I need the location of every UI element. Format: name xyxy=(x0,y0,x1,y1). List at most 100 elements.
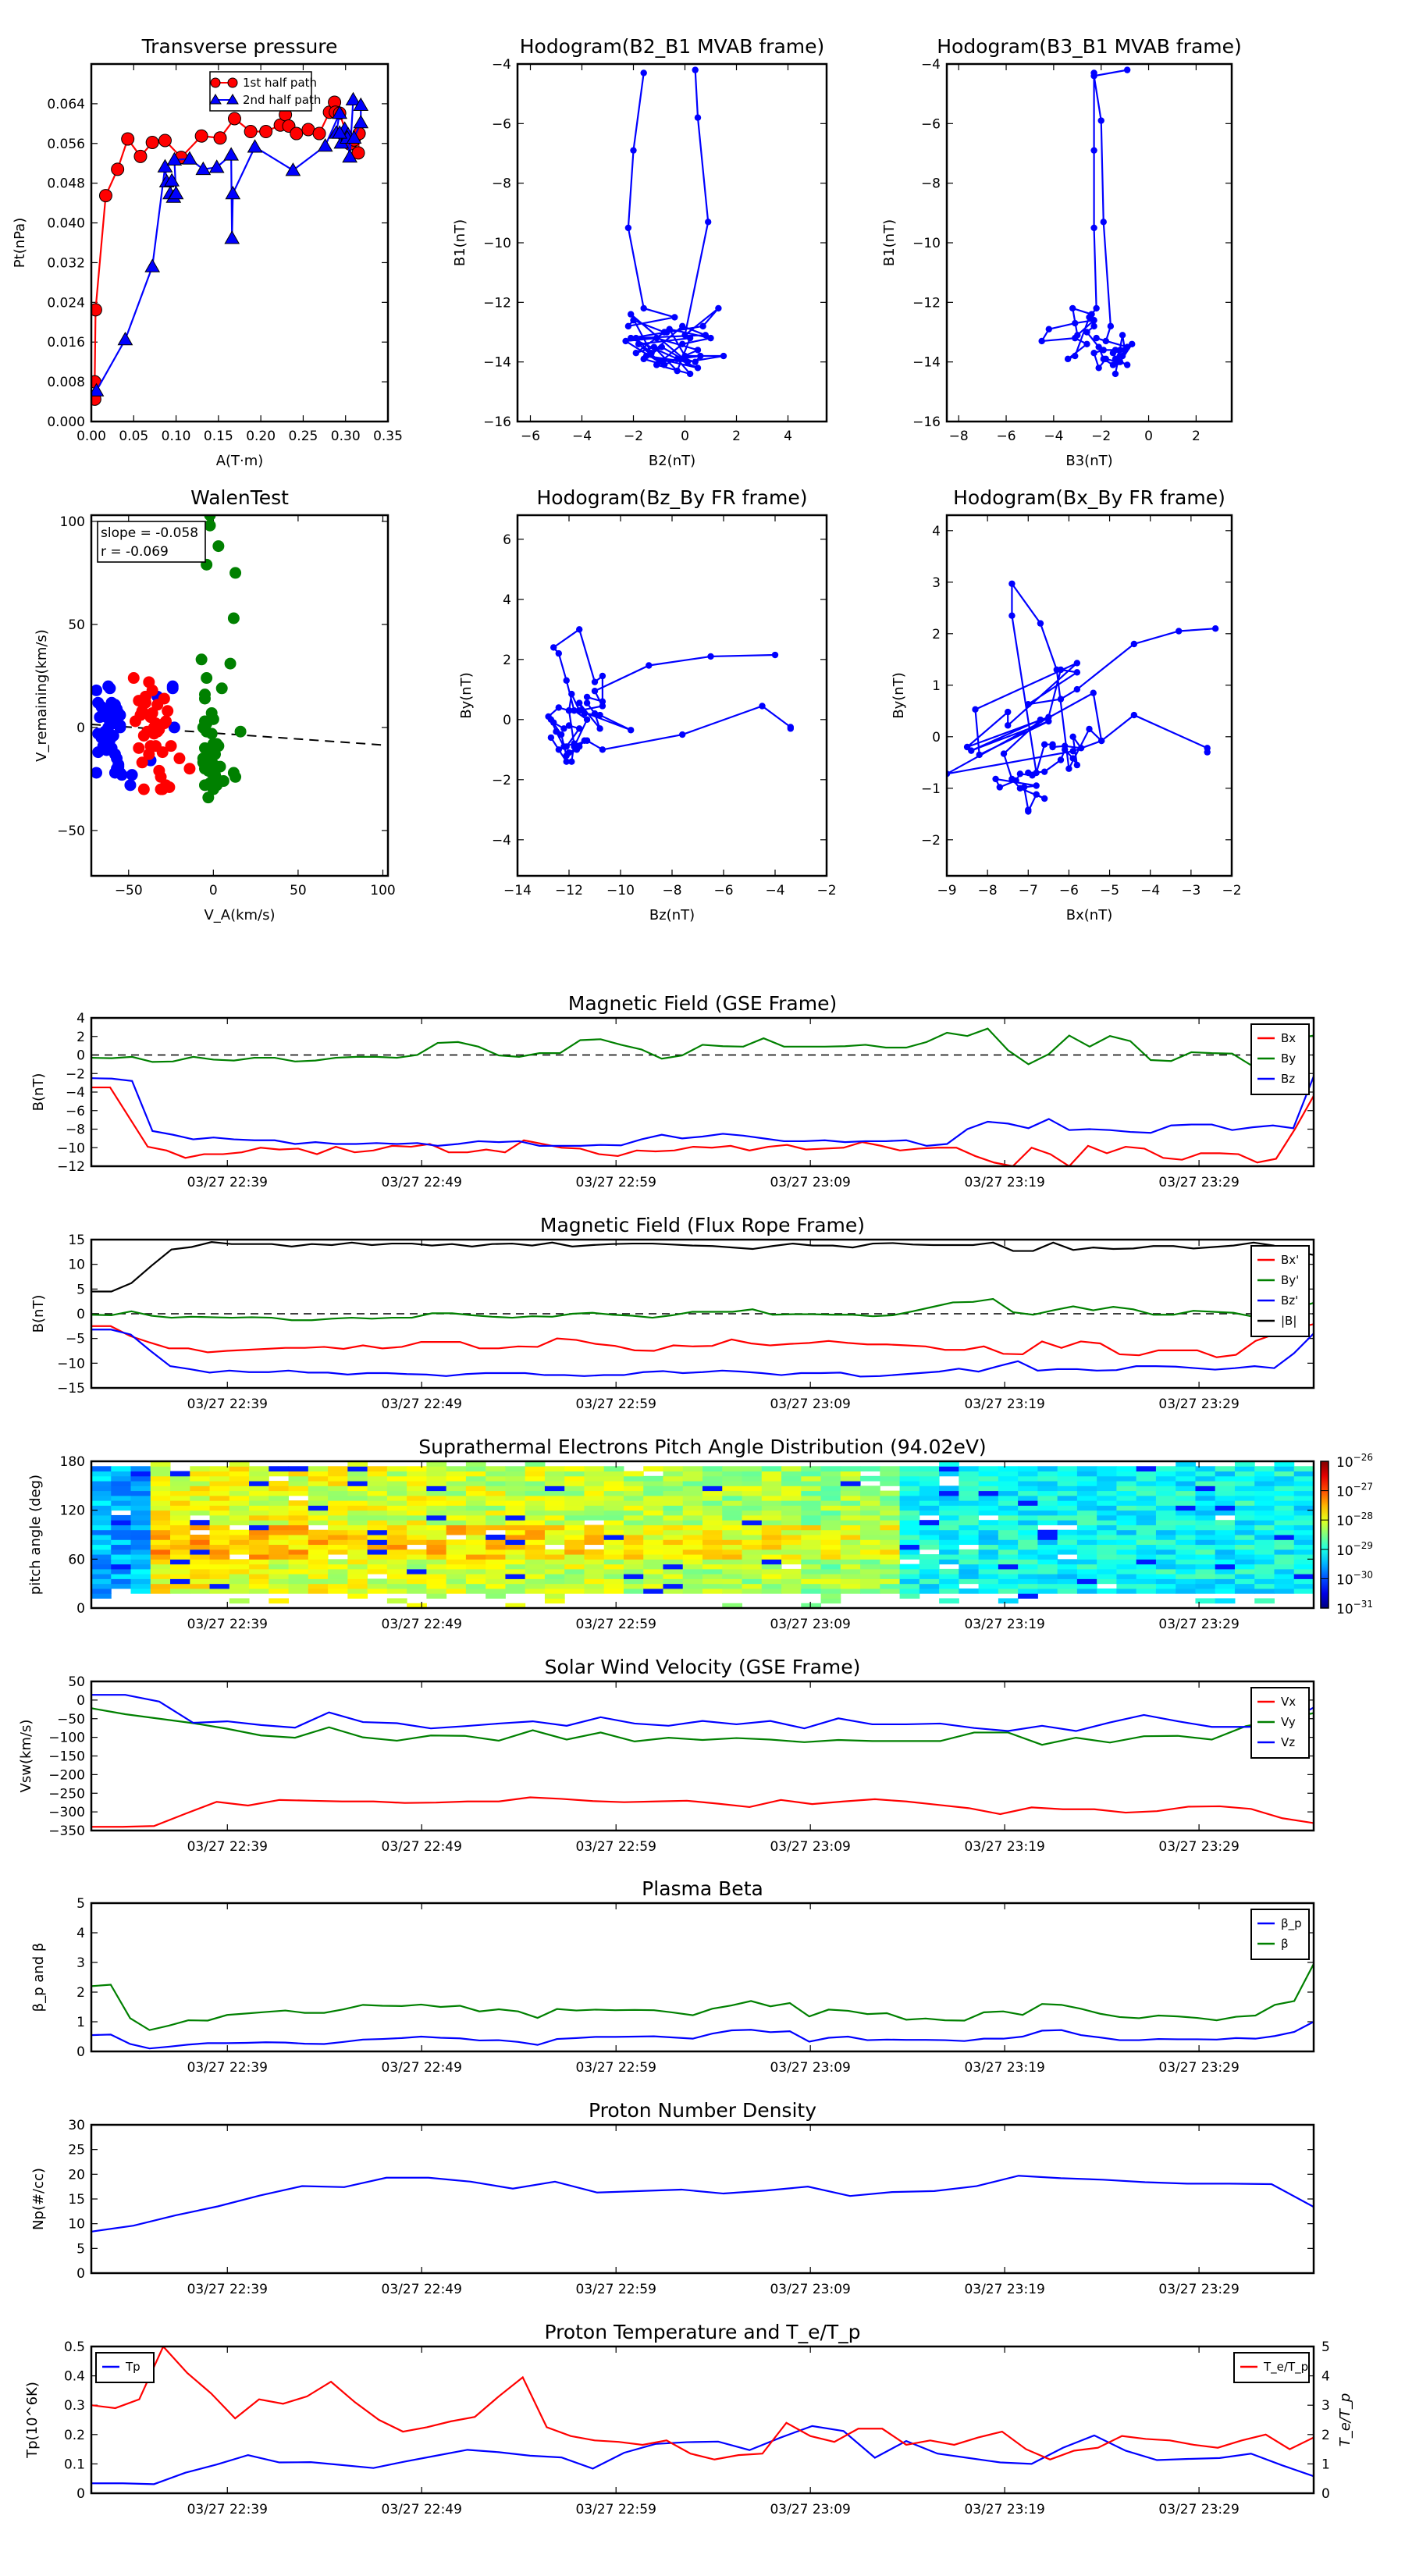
legend-label: Tp xyxy=(125,2360,140,2374)
data-point-triangle xyxy=(332,105,347,119)
heatmap-cell xyxy=(544,1598,565,1604)
heatmap-cell xyxy=(407,1510,427,1516)
heatmap-cell xyxy=(1215,1525,1236,1531)
heatmap-cell xyxy=(1274,1559,1295,1565)
heatmap-cell xyxy=(702,1520,723,1525)
data-point xyxy=(771,651,779,659)
hodogram-b3-b1-ylabel: B1(nT) xyxy=(881,219,898,266)
data-point xyxy=(1116,347,1124,354)
heatmap-cell xyxy=(170,1495,190,1501)
heatmap-cell xyxy=(742,1554,763,1560)
heatmap-cell xyxy=(1037,1574,1058,1579)
heatmap-cell xyxy=(1057,1539,1078,1546)
heatmap-cell xyxy=(249,1549,269,1555)
hodogram-bz-by-xtick-label: −2 xyxy=(816,883,836,898)
heatmap-cell xyxy=(229,1461,250,1467)
data-point xyxy=(699,322,706,330)
legend: Bx'By'Bz'|B| xyxy=(1250,1245,1310,1337)
heatmap-cell xyxy=(742,1549,763,1555)
heatmap-cell xyxy=(663,1583,684,1589)
data-point-triangle xyxy=(195,161,212,176)
heatmap-cell xyxy=(959,1568,980,1574)
heatmap-cell xyxy=(249,1475,269,1482)
plasma-beta-time-tick-label: 03/27 22:39 xyxy=(187,2060,268,2076)
heatmap-cell xyxy=(426,1544,447,1550)
data-point xyxy=(1040,795,1048,802)
heatmap-cell xyxy=(130,1525,151,1531)
data-point xyxy=(624,224,632,232)
solar-wind-velocity-ytick-label: −150 xyxy=(48,1749,85,1765)
heatmap-cell xyxy=(1293,1495,1314,1501)
heatmap-cell xyxy=(1274,1514,1295,1521)
transverse-pressure-xtick-label: 0.30 xyxy=(331,429,361,444)
heatmap-cell xyxy=(564,1539,585,1546)
heatmap-cell xyxy=(249,1525,269,1531)
heatmap-cell xyxy=(426,1514,447,1521)
solar-wind-velocity-ylabel: Vsw(km/s) xyxy=(18,1720,34,1793)
heatmap-cell xyxy=(229,1588,250,1594)
heatmap-cell xyxy=(407,1549,427,1555)
heatmap-cell xyxy=(1136,1568,1157,1574)
proton-number-density-ytick-label: 25 xyxy=(68,2143,85,2158)
heatmap-cell xyxy=(367,1505,388,1511)
heatmap-cell xyxy=(486,1514,506,1521)
heatmap-cell xyxy=(899,1588,920,1594)
data-point xyxy=(1130,711,1138,719)
walen-test-axes-frame xyxy=(90,514,389,877)
heatmap-cell xyxy=(1155,1510,1176,1516)
heatmap-cell xyxy=(407,1525,427,1531)
heatmap-cell xyxy=(603,1471,624,1477)
heatmap-cell xyxy=(1176,1588,1196,1594)
heatmap-cell xyxy=(939,1520,959,1525)
heatmap-cell xyxy=(426,1525,447,1531)
heatmap-cell xyxy=(564,1578,585,1585)
heatmap-cell xyxy=(998,1578,1019,1585)
heatmap-cell xyxy=(229,1539,250,1546)
heatmap-cell xyxy=(347,1568,368,1574)
heatmap-cell xyxy=(939,1505,959,1511)
heatmap-cell xyxy=(190,1544,211,1550)
data-point xyxy=(1045,326,1052,333)
data-point xyxy=(1005,722,1012,729)
heatmap-cell xyxy=(820,1583,841,1589)
heatmap-cell xyxy=(643,1500,663,1506)
heatmap-cell xyxy=(465,1578,486,1585)
pitch-angle-distribution-time-tick-label: 03/27 23:29 xyxy=(1158,1617,1239,1632)
heatmap-cell xyxy=(229,1514,250,1521)
heatmap-cell xyxy=(1274,1481,1295,1486)
data-point xyxy=(571,707,578,714)
heatmap-cell xyxy=(1293,1520,1314,1525)
heatmap-cell xyxy=(1057,1481,1078,1486)
heatmap-cell xyxy=(682,1539,703,1546)
heatmap-cell xyxy=(288,1574,309,1579)
heatmap-cell xyxy=(1097,1559,1117,1565)
heatmap-cell xyxy=(663,1510,684,1516)
heatmap-cell xyxy=(170,1549,190,1555)
legend-label: By xyxy=(1281,1051,1296,1066)
magnetic-field-gse-time-tick-label: 03/27 23:09 xyxy=(770,1175,850,1190)
heatmap-cell xyxy=(1136,1564,1157,1570)
hodogram-b2-b1-xtick-label: 2 xyxy=(732,429,741,444)
heatmap-cell xyxy=(1215,1500,1236,1506)
heatmap-cell xyxy=(209,1544,230,1550)
heatmap-cell xyxy=(1116,1514,1137,1521)
heatmap-cell xyxy=(702,1574,723,1579)
heatmap-cell xyxy=(111,1539,132,1546)
heatmap-cell xyxy=(623,1578,644,1585)
heatmap-cell xyxy=(623,1490,644,1496)
heatmap-cell xyxy=(328,1471,348,1477)
transverse-pressure-xtick-label: 0.00 xyxy=(76,429,106,444)
heatmap-cell xyxy=(347,1475,368,1482)
heatmap-cell xyxy=(544,1554,565,1560)
heatmap-cell xyxy=(130,1564,151,1570)
heatmap-cell xyxy=(1037,1481,1058,1486)
heatmap-cell xyxy=(1274,1485,1295,1492)
heatmap-cell xyxy=(1116,1520,1137,1525)
heatmap-cell xyxy=(761,1588,782,1594)
heatmap-cell xyxy=(486,1510,506,1516)
data-point-circle xyxy=(111,162,125,176)
heatmap-cell xyxy=(623,1514,644,1521)
heatmap-cell xyxy=(1097,1485,1117,1492)
heatmap-cell xyxy=(1195,1475,1216,1482)
